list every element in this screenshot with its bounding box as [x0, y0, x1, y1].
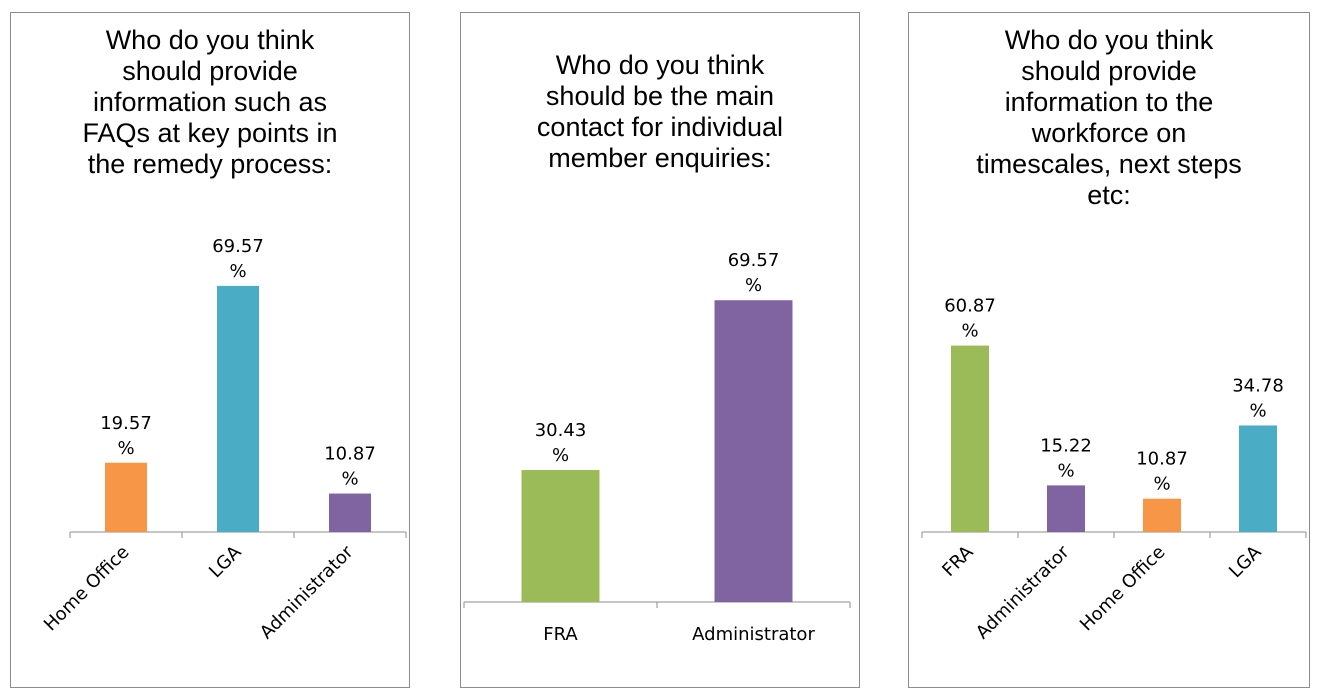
tick-label: Administrator	[692, 624, 815, 645]
bar	[1047, 485, 1085, 532]
data-label: %	[1249, 400, 1266, 421]
chart-title-line: contact for individual	[536, 112, 784, 142]
tick-label: LGA	[205, 541, 246, 582]
tick-label: LGA	[1225, 541, 1266, 582]
chart-title-main-contact: Who do you think should be the main contac…	[461, 50, 859, 174]
bar	[217, 285, 259, 532]
bar	[329, 493, 371, 532]
bar	[951, 345, 989, 532]
data-label: %	[552, 445, 569, 466]
bar	[1239, 425, 1277, 532]
chart-title-line: workforce on	[1031, 118, 1187, 148]
data-label: 10.87	[324, 444, 376, 465]
bar	[714, 300, 793, 602]
chart-panel-faqs: Who do you think should provide informatio…	[10, 12, 410, 688]
chart-title-line: the remedy process:	[87, 149, 333, 179]
chart-title-line: should provide	[122, 56, 298, 86]
chart-svg-main-contact: 30.43% FRA 69.57% Administrator	[463, 250, 851, 645]
data-label: %	[229, 261, 246, 282]
data-label: 69.57	[212, 236, 264, 257]
chart-title-line: should provide	[1021, 56, 1197, 86]
data-label: 60.87	[944, 296, 996, 317]
chart-title-line: should be the main	[545, 81, 775, 111]
chart-panel-main-contact: Who do you think should be the main contac…	[460, 12, 860, 688]
data-label: 10.87	[1136, 449, 1188, 470]
tick-label: Administrator	[256, 541, 358, 643]
chart-panel-workforce: Who do you think should provide informatio…	[908, 12, 1310, 688]
data-label: %	[745, 275, 762, 296]
chart-title-line: Who do you think	[105, 25, 315, 55]
data-label: %	[1153, 474, 1170, 495]
tick-label: Administrator	[972, 541, 1074, 643]
chart-title-workforce: Who do you think should provide informatio…	[909, 25, 1309, 211]
chart-title-line: information such as	[92, 87, 328, 117]
tick-label: Home Office	[1076, 542, 1170, 636]
bar	[1143, 498, 1181, 532]
tick-label: Home Office	[40, 542, 134, 636]
data-label: %	[1057, 460, 1074, 481]
tick-label: FRA	[938, 541, 978, 581]
chart-title-faqs: Who do you think should provide informatio…	[11, 25, 409, 180]
chart-title-line: Who do you think	[555, 50, 765, 80]
data-label: 30.43	[535, 420, 587, 441]
data-label: %	[117, 438, 134, 459]
bar	[521, 470, 600, 602]
chart-title-line: timescales, next steps	[976, 149, 1242, 179]
data-label: %	[341, 469, 358, 490]
data-label: 34.78	[1232, 375, 1284, 396]
chart-title-line: Who do you think	[1004, 25, 1214, 55]
tick-label: FRA	[543, 624, 578, 645]
bar	[105, 462, 147, 532]
chart-title-line: FAQs at key points in	[82, 118, 338, 148]
chart-title-line: member enquiries:	[548, 143, 772, 173]
chart-title-line: information to the	[1004, 87, 1214, 117]
data-label: 19.57	[100, 413, 152, 434]
chart-svg-workforce: 60.87% FRA 15.22% Administrator 10.87% Home O…	[921, 296, 1307, 643]
data-label: %	[961, 321, 978, 342]
data-label: 15.22	[1040, 435, 1092, 456]
chart-title-line: etc:	[1087, 180, 1131, 210]
data-label: 69.57	[728, 250, 780, 271]
chart-svg-faqs: 19.57% Home Office 69.57% LGA 10.87% Administ…	[40, 236, 407, 643]
